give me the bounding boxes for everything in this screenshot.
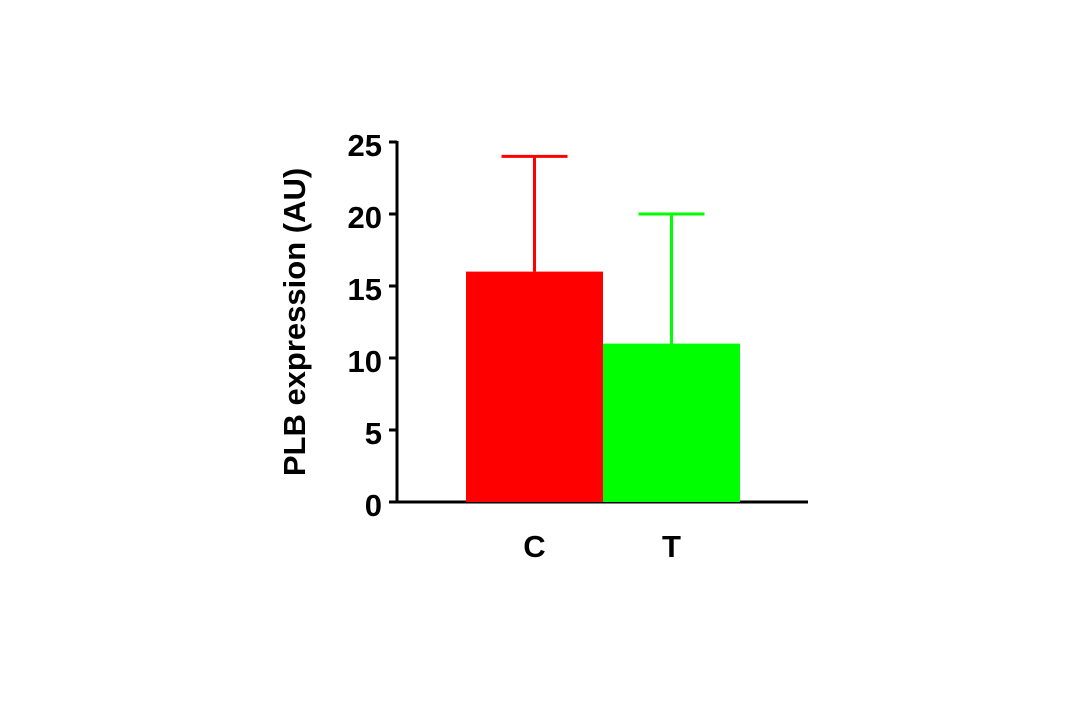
x-tick-label: T — [662, 529, 681, 564]
y-tick-label: 15 — [348, 272, 382, 307]
bar — [603, 343, 740, 502]
x-tick-label: C — [523, 529, 545, 564]
y-tick-label: 20 — [348, 200, 382, 235]
y-tick-label: 25 — [348, 128, 382, 163]
y-axis-label: PLB expression (AU) — [277, 168, 312, 476]
y-tick-label: 0 — [365, 488, 382, 523]
y-tick-label: 10 — [348, 344, 382, 379]
y-tick-label: 5 — [365, 416, 382, 451]
bar — [466, 271, 603, 502]
